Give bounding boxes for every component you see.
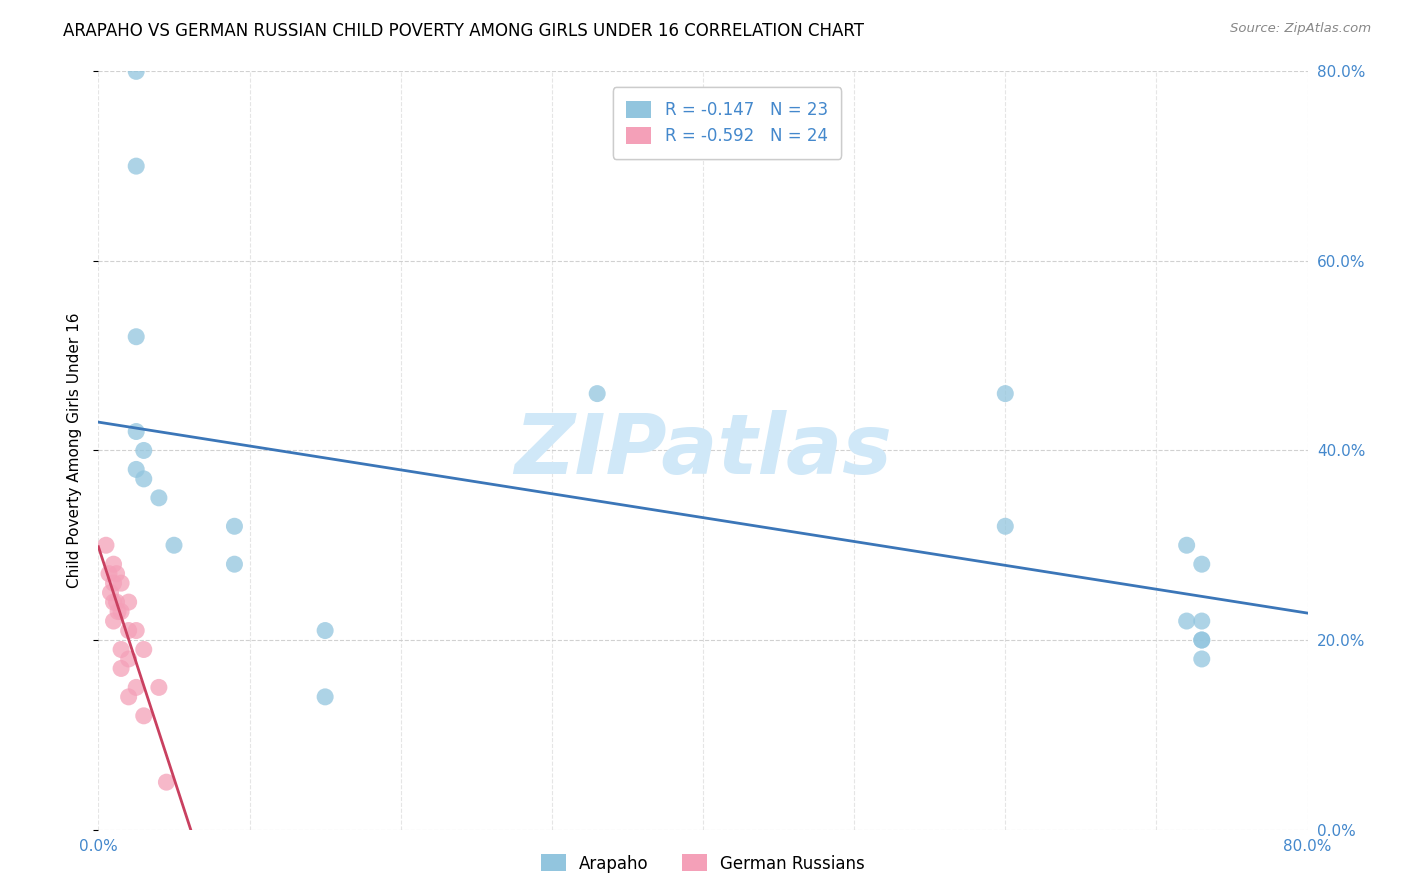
Point bbox=[1191, 557, 1213, 572]
Point bbox=[148, 681, 170, 695]
Point bbox=[1191, 633, 1213, 648]
Point bbox=[103, 557, 125, 572]
Point bbox=[125, 425, 148, 439]
Point bbox=[132, 642, 155, 657]
Point bbox=[163, 538, 186, 552]
Point bbox=[132, 708, 155, 723]
Point bbox=[1191, 652, 1213, 666]
Point bbox=[105, 595, 128, 609]
Point bbox=[125, 330, 148, 344]
Point bbox=[100, 585, 122, 599]
Point bbox=[125, 64, 148, 78]
Point bbox=[98, 566, 121, 581]
Point bbox=[224, 519, 246, 533]
Point bbox=[1191, 633, 1213, 648]
Point bbox=[586, 386, 609, 401]
Point bbox=[994, 386, 1017, 401]
Point bbox=[118, 690, 141, 704]
Point bbox=[118, 624, 141, 638]
Point bbox=[1191, 614, 1213, 628]
Point bbox=[118, 595, 141, 609]
Point bbox=[110, 661, 132, 675]
Point bbox=[94, 538, 117, 552]
Point bbox=[103, 576, 125, 591]
Y-axis label: Child Poverty Among Girls Under 16: Child Poverty Among Girls Under 16 bbox=[67, 313, 83, 588]
Point bbox=[110, 605, 132, 619]
Point bbox=[155, 775, 177, 789]
Legend: Arapaho, German Russians: Arapaho, German Russians bbox=[534, 847, 872, 880]
Point bbox=[314, 624, 336, 638]
Point bbox=[103, 595, 125, 609]
Text: ARAPAHO VS GERMAN RUSSIAN CHILD POVERTY AMONG GIRLS UNDER 16 CORRELATION CHART: ARAPAHO VS GERMAN RUSSIAN CHILD POVERTY … bbox=[63, 22, 865, 40]
Point bbox=[118, 652, 141, 666]
Point bbox=[132, 443, 155, 458]
Point bbox=[105, 566, 128, 581]
Point bbox=[1175, 614, 1198, 628]
Point bbox=[132, 472, 155, 486]
Point bbox=[994, 519, 1017, 533]
Point bbox=[125, 624, 148, 638]
Text: ZIPatlas: ZIPatlas bbox=[515, 410, 891, 491]
Legend: R = -0.147   N = 23, R = -0.592   N = 24: R = -0.147 N = 23, R = -0.592 N = 24 bbox=[613, 87, 841, 159]
Point bbox=[110, 576, 132, 591]
Point bbox=[224, 557, 246, 572]
Point bbox=[1175, 538, 1198, 552]
Point bbox=[103, 614, 125, 628]
Point bbox=[125, 681, 148, 695]
Point bbox=[125, 159, 148, 173]
Point bbox=[125, 462, 148, 476]
Text: Source: ZipAtlas.com: Source: ZipAtlas.com bbox=[1230, 22, 1371, 36]
Point bbox=[148, 491, 170, 505]
Point bbox=[107, 605, 129, 619]
Point bbox=[110, 642, 132, 657]
Point bbox=[314, 690, 336, 704]
